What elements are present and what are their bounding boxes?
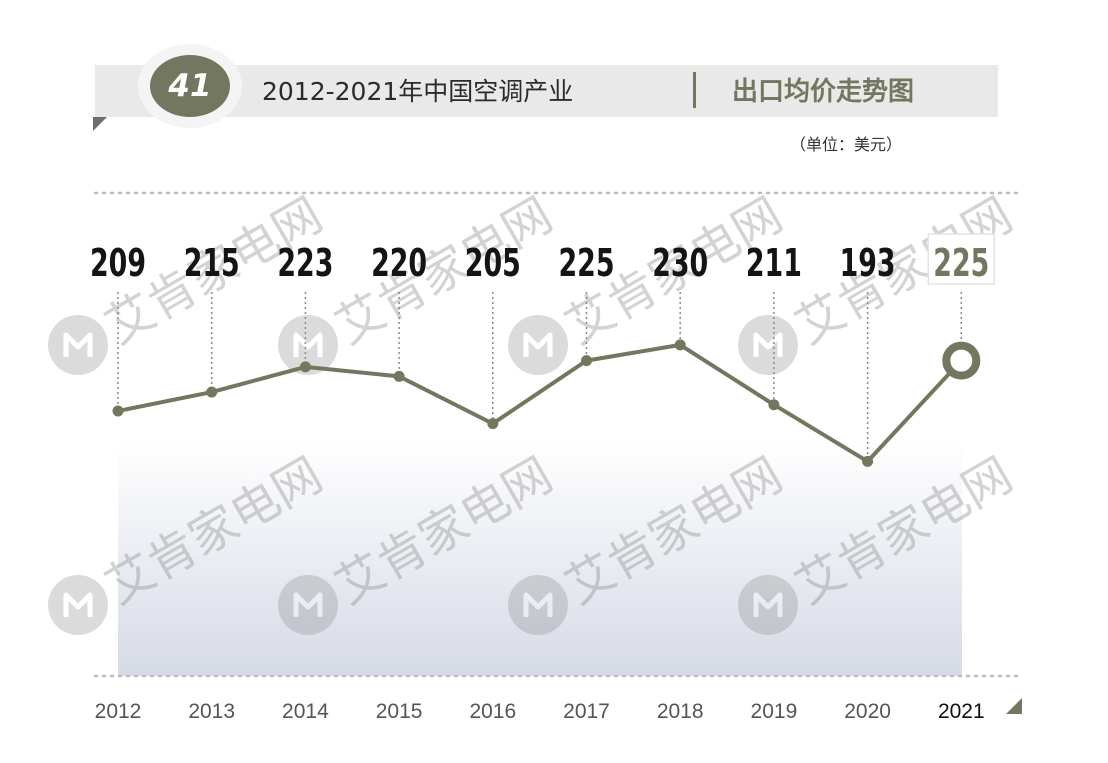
x-tick-label: 2013 [188,700,235,723]
aiken-logo-icon [48,575,108,635]
data-label-highlight: 225 [933,241,989,285]
x-tick-label: 2014 [282,700,329,723]
data-label: 205 [465,241,521,285]
data-point [393,370,405,382]
data-label: 209 [90,241,146,285]
data-point [112,405,124,417]
data-point [487,418,499,430]
aiken-logo-icon [48,315,108,375]
aiken-logo-icon [508,315,568,375]
aiken-logo-icon [278,575,338,635]
aiken-logo-icon [278,315,338,375]
series-line [116,342,964,464]
x-tick-label: 2018 [657,700,704,723]
data-point [299,361,311,373]
badge-number: 41 [150,55,230,117]
data-point [581,355,592,367]
data-point [674,339,686,351]
background-area [118,440,962,676]
data-point [206,386,218,398]
chart-title-main: 2012-2021年中国空调产业 [262,77,574,106]
aiken-logo-icon [738,575,798,635]
aiken-logo-icon [738,315,798,375]
data-label: 225 [559,241,615,285]
data-label: 230 [652,241,708,285]
chart-title-sub: 出口均价走势图 [732,77,915,107]
x-tick-label: 2019 [751,700,798,723]
x-tick-label: 2012 [95,700,142,723]
x-tick-label: 2016 [469,700,516,723]
x-tick-label-highlight: 2021 [938,700,985,723]
axis-corner-mark [1006,698,1022,714]
x-tick-label: 2017 [563,700,610,723]
data-label: 215 [184,241,240,285]
data-label: 220 [371,241,427,285]
aiken-logo-icon [508,575,568,635]
data-label: 211 [746,241,802,285]
highlight-label-box [927,233,996,285]
x-tick-label: 2020 [844,700,891,723]
header-corner-mark [93,117,107,131]
data-point [768,399,780,411]
data-point [862,455,874,467]
data-point-highlight [942,341,981,380]
x-tick-label: 2015 [376,700,423,723]
header-bar [95,65,998,117]
unit-label: （单位：美元） [790,135,903,154]
title-separator [693,72,696,108]
data-label: 193 [840,241,896,285]
data-label: 223 [277,241,333,285]
